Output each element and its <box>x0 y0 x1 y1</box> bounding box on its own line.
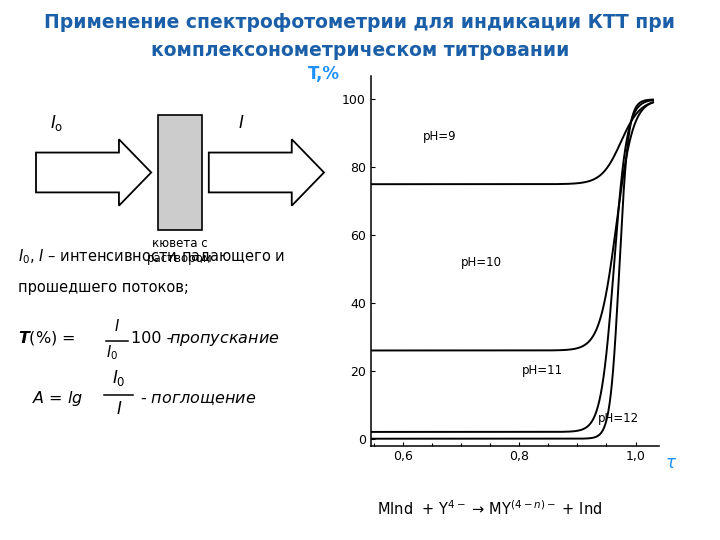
Text: $A$ = lg: $A$ = lg <box>32 389 84 408</box>
Text: $I$: $I$ <box>116 400 122 418</box>
Text: $\it{пропускание}$: $\it{пропускание}$ <box>169 332 280 348</box>
Text: T,%: T,% <box>307 64 339 83</box>
Text: pH=9: pH=9 <box>423 130 456 143</box>
Text: MInd  + Y$^{4-}$ → MY$^{(4-n)-}$ + Ind: MInd + Y$^{4-}$ → MY$^{(4-n)-}$ + Ind <box>377 500 602 518</box>
Text: $I_0$: $I_0$ <box>112 368 125 388</box>
Text: pH=11: pH=11 <box>522 364 563 377</box>
Text: pH=10: pH=10 <box>461 255 502 268</box>
Polygon shape <box>36 139 151 206</box>
Text: $\boldsymbol{T}$(%) =: $\boldsymbol{T}$(%) = <box>18 329 76 347</box>
Text: $I$: $I$ <box>238 114 244 132</box>
Text: $I$: $I$ <box>114 318 120 334</box>
Text: 100 -: 100 - <box>132 331 173 346</box>
Text: $I_0$, $I$ – интенсивности падающего и: $I_0$, $I$ – интенсивности падающего и <box>18 247 285 266</box>
Text: pH=12: pH=12 <box>598 411 639 425</box>
Text: комплексонометрическом титровании: комплексонометрическом титровании <box>150 40 570 59</box>
Text: $I_\mathrm{o}$: $I_\mathrm{o}$ <box>50 113 64 133</box>
Text: - $\it{поглощение}$: - $\it{поглощение}$ <box>140 392 257 407</box>
Text: прошедшего потоков;: прошедшего потоков; <box>18 280 189 295</box>
Text: кювета с
раствором: кювета с раствором <box>147 237 213 265</box>
Bar <box>158 115 202 230</box>
Polygon shape <box>209 139 324 206</box>
Text: $I_0$: $I_0$ <box>106 343 117 362</box>
Text: Применение спектрофотометрии для индикации КТТ при: Применение спектрофотометрии для индикац… <box>45 14 675 32</box>
Text: $\tau$: $\tau$ <box>665 454 677 472</box>
